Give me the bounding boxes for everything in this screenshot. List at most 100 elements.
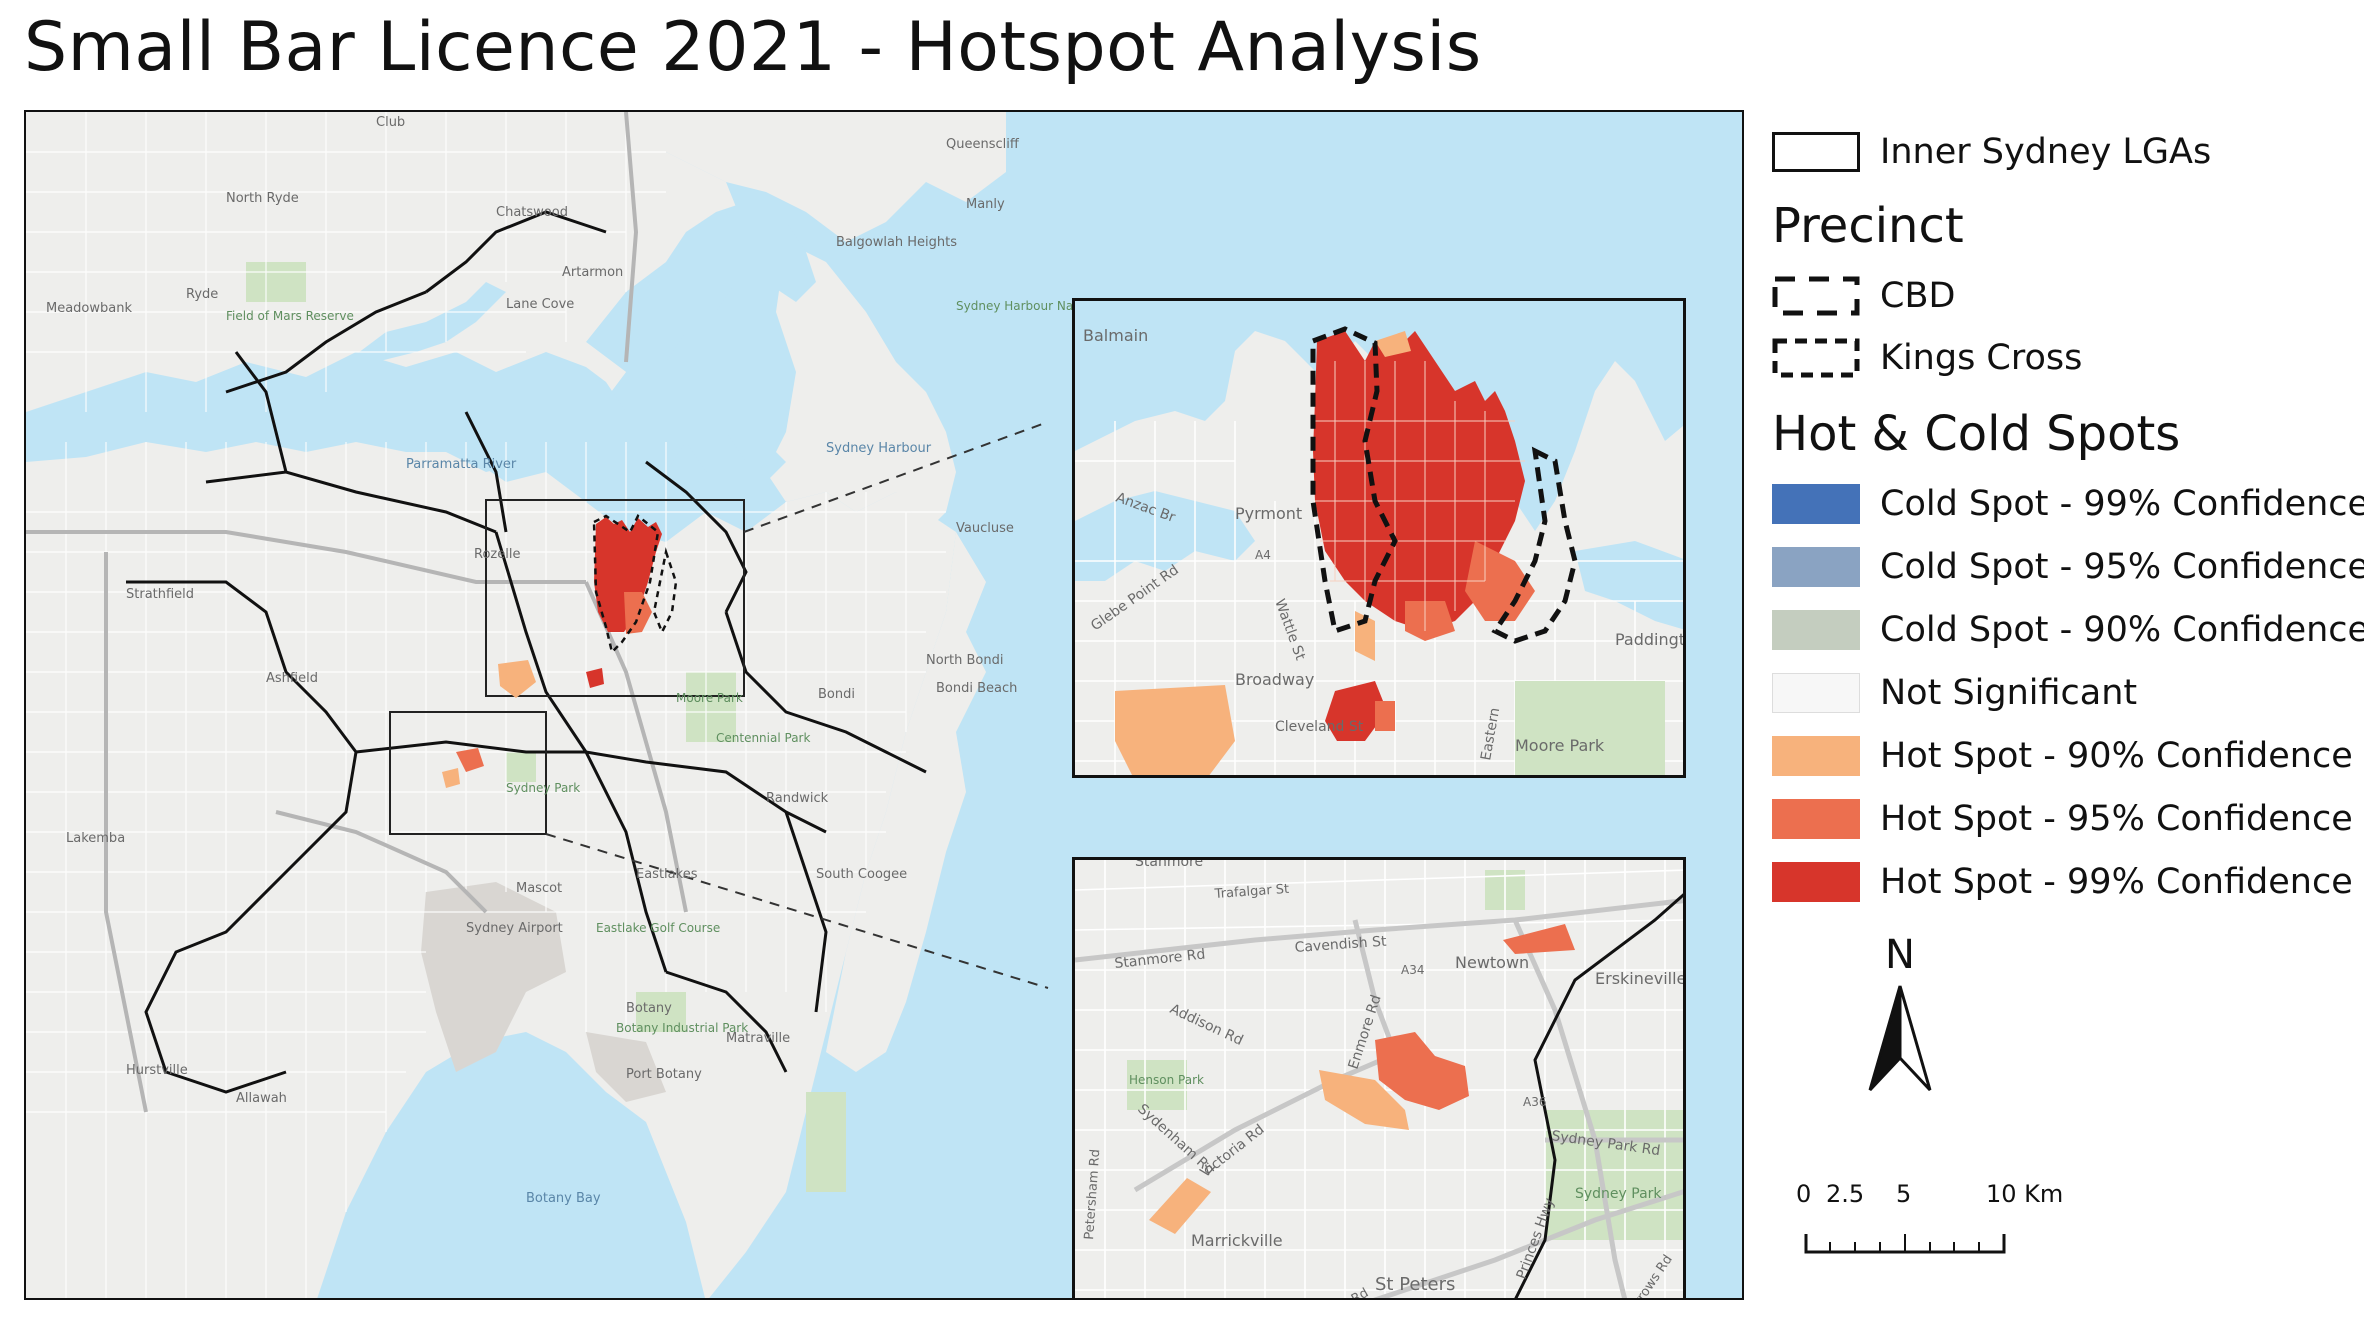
legend-row-kings-cross: Kings Cross	[1772, 338, 2082, 378]
place-label-botany: Botany	[626, 1001, 672, 1016]
place-label-bondi: Bondi	[818, 687, 855, 702]
place-label-balgowlah: Balgowlah Heights	[836, 235, 957, 250]
newtown-inset-roads	[1075, 898, 1683, 1298]
cbd-inset-cbd-outline	[1310, 326, 1398, 635]
newtown-inset-label-marrickville: Marrickville	[1191, 1231, 1283, 1250]
place-labels: Club Queenscliff North Ryde Chatswood Ma…	[46, 115, 1020, 1106]
place-label-eastlakes: Eastlakes	[636, 867, 698, 882]
class-swatch	[1772, 484, 1860, 524]
place-label-hurstville: Hurstville	[126, 1063, 188, 1078]
newtown-inset-sydney-park	[1545, 1110, 1683, 1240]
cbd-inset-road-a4: A4	[1255, 548, 1271, 562]
lga-boundary-newtown	[1514, 893, 1683, 1298]
newtown-inset-label-sydney-park: Sydney Park	[1575, 1186, 1662, 1202]
newtown-inset-road-petersham: Petersham Rd	[1082, 1149, 1103, 1241]
scale-tick-label: 0	[1796, 1180, 1812, 1208]
cbd-swatch	[1772, 276, 1860, 316]
newtown-inset-henson-park	[1127, 1060, 1187, 1110]
land-south	[26, 402, 956, 1298]
newtown-inset-road-cavendish: Cavendish St	[1294, 934, 1387, 956]
centennial-park	[686, 672, 736, 742]
place-label-vaucluse: Vaucluse	[956, 521, 1014, 536]
cbd-inset-moore-park	[1515, 681, 1665, 775]
land-north-east	[666, 112, 1006, 242]
class-swatch	[1772, 610, 1860, 650]
map-title: Small Bar Licence 2021 - Hotspot Analysi…	[24, 8, 1482, 87]
cbd-inset-hot-95-south	[1405, 601, 1455, 641]
newtown-inset-map[interactable]: Stanmore Newtown Erskineville Marrickvil…	[1072, 857, 1686, 1298]
place-label-airport: Sydney Airport	[466, 921, 563, 936]
main-map-canvas: Club Queenscliff North Ryde Chatswood Ma…	[26, 112, 1137, 1298]
legend-class-label: Not Significant	[1880, 673, 2138, 713]
cleveland-hotspot-99	[586, 668, 604, 688]
water-label-parramatta: Parramatta River	[406, 457, 517, 472]
legend-class-label: Cold Spot - 95% Confidence	[1880, 547, 2364, 587]
cbd-locator-box	[485, 499, 745, 697]
scale-tick-label: 2.5	[1826, 1180, 1865, 1208]
place-label-chatswood: Chatswood	[496, 205, 568, 220]
north-arrow-icon: N	[1868, 932, 1932, 1092]
cbd-hotspot-99	[594, 517, 662, 632]
legend-row-cbd: CBD	[1772, 276, 1955, 316]
legend-label-cbd: CBD	[1880, 276, 1956, 316]
field-of-mars	[246, 262, 306, 302]
scale-tick-label: 10 Km	[1986, 1180, 2064, 1208]
kingscross-precinct-outline	[652, 547, 678, 636]
newtown-inset-label-henson-park: Henson Park	[1129, 1073, 1204, 1087]
newtown-inset-label-st-peters: St Peters	[1375, 1274, 1455, 1295]
newtown-cluster-90	[442, 768, 460, 788]
place-label-allawah: Allawah	[236, 1091, 287, 1106]
place-label-club: Club	[376, 115, 405, 130]
main-map[interactable]: Club Queenscliff North Ryde Chatswood Ma…	[24, 110, 1744, 1300]
newtown-inset-hot-90-marrickville	[1149, 1178, 1211, 1234]
scale-bar: 0 2.5 5 10 Km	[1796, 1180, 2063, 1260]
class-swatch	[1772, 673, 1860, 713]
cbd-inset-hot-90-top	[1375, 331, 1411, 357]
newtown-inset-label-erskineville: Erskineville	[1595, 969, 1686, 988]
class-swatch	[1772, 736, 1860, 776]
place-label-north-bondi: North Bondi	[926, 653, 1003, 668]
place-label-randwick: Randwick	[766, 791, 829, 806]
green-label-botany-industrial: Botany Industrial Park	[616, 1021, 748, 1035]
parramatta-river	[26, 352, 786, 512]
north-arrow: N	[1860, 930, 1940, 1100]
lga-swatch	[1772, 132, 1860, 172]
broadway-hotspot-90	[498, 660, 536, 698]
cbd-inset-block-lines	[1315, 361, 1525, 631]
place-label-manly: Manly	[966, 197, 1005, 212]
north-label: N	[1885, 932, 1915, 978]
cbd-inset-water	[1075, 301, 1683, 531]
green-labels: Field of Mars Reserve Sydney Harbour Nat…	[226, 299, 1137, 1035]
green-label-field-of-mars: Field of Mars Reserve	[226, 309, 354, 323]
legend-heading-precinct: Precinct	[1772, 198, 1964, 254]
cbd-inset-label-pyrmont: Pyrmont	[1235, 504, 1302, 523]
land-eastern-suburbs	[826, 532, 986, 1072]
cbd-precinct-outline	[592, 514, 660, 655]
cbd-inset-map[interactable]: Balmain Pyrmont Broadway Paddington Moor…	[1072, 298, 1686, 778]
class-swatch	[1772, 547, 1860, 587]
legend-class-label: Cold Spot - 99% Confidence	[1880, 484, 2364, 524]
water-label-botany-bay: Botany Bay	[526, 1191, 601, 1206]
legend-row-class: Hot Spot - 95% Confidence	[1772, 799, 2353, 839]
legend-class-label: Hot Spot - 99% Confidence	[1880, 862, 2353, 902]
cbd-inset-label-broadway: Broadway	[1235, 670, 1314, 689]
place-label-ashfield: Ashfield	[266, 671, 318, 686]
legend-row-class: Hot Spot - 99% Confidence	[1772, 862, 2353, 902]
cbd-inset-hot-95-cleveland	[1375, 701, 1395, 731]
legend-label-kings-cross: Kings Cross	[1880, 338, 2083, 378]
botany-bay	[317, 1032, 705, 1298]
green-label-centennial: Centennial Park	[716, 731, 810, 745]
lga-boundaries	[126, 210, 927, 1094]
newtown-inset-hot-95-north	[1503, 924, 1575, 954]
newtown-leader-line	[545, 833, 1049, 989]
newtown-cluster-95	[456, 748, 484, 772]
newtown-inset-road-trafalgar: Trafalgar St	[1213, 882, 1289, 902]
place-label-mascot: Mascot	[516, 881, 562, 896]
port-botany	[586, 1032, 666, 1102]
place-label-port-botany: Port Botany	[626, 1067, 702, 1082]
place-label-ryde: Ryde	[186, 287, 218, 302]
place-label-lakemba: Lakemba	[66, 831, 125, 846]
newtown-inset-canvas: Stanmore Newtown Erskineville Marrickvil…	[1075, 860, 1686, 1298]
newtown-inset-hot-90-enmore	[1319, 1070, 1409, 1130]
middle-harbour	[626, 202, 816, 362]
